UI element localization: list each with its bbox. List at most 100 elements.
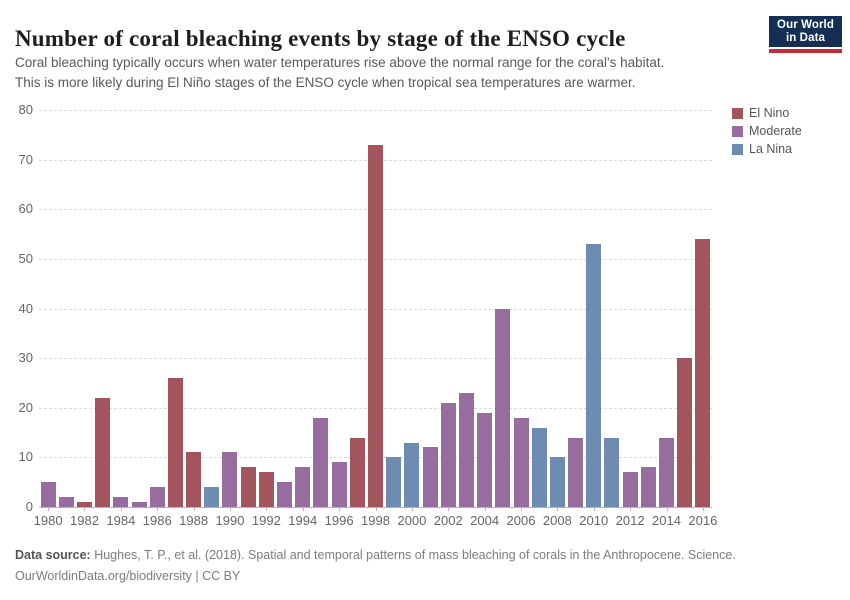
x-axis-tick-label-1988: 1988 <box>179 513 209 528</box>
bar-2015[interactable] <box>677 358 693 507</box>
x-axis-tick-label-1994: 1994 <box>288 513 318 528</box>
bar-1982[interactable] <box>76 502 92 507</box>
x-axis-tick-2010 <box>593 507 595 511</box>
bar-1998[interactable] <box>368 144 383 507</box>
gridline-y-80 <box>39 110 712 111</box>
bar-1996[interactable] <box>331 462 347 507</box>
x-axis-tick-1982 <box>84 507 86 511</box>
legend-swatch-moderate <box>732 125 743 137</box>
data-source-line: Data source: Hughes, T. P., et al. (2018… <box>15 548 736 562</box>
chart-footer: Data source: Hughes, T. P., et al. (2018… <box>15 545 825 587</box>
bar-2000[interactable] <box>404 442 420 507</box>
x-axis-tick-1998 <box>375 507 377 511</box>
owid-logo-line1: Our World <box>777 18 834 31</box>
bar-1981[interactable] <box>58 497 74 507</box>
bar-1993[interactable] <box>277 482 293 507</box>
x-axis-tick-label-2006: 2006 <box>506 513 536 528</box>
bar-2009[interactable] <box>568 437 584 507</box>
data-source-text: Hughes, T. P., et al. (2018). Spatial an… <box>90 548 736 562</box>
bar-2004[interactable] <box>477 412 493 507</box>
bar-2012[interactable] <box>622 472 638 507</box>
x-axis-tick-label-1992: 1992 <box>251 513 281 528</box>
y-axis-tick-label-30: 30 <box>18 350 33 366</box>
chart-subtitle: Coral bleaching typically occurs when wa… <box>15 53 664 92</box>
bar-2006[interactable] <box>513 417 529 507</box>
bar-1999[interactable] <box>386 457 402 507</box>
x-axis-tick-2000 <box>411 507 413 511</box>
x-axis-tick-label-1990: 1990 <box>215 513 245 528</box>
bar-2010[interactable] <box>586 244 602 507</box>
bar-2005[interactable] <box>495 308 511 507</box>
x-axis-tick-2008 <box>557 507 559 511</box>
x-axis-tick-2004 <box>484 507 486 511</box>
bar-1991[interactable] <box>240 467 256 507</box>
bar-2007[interactable] <box>531 427 547 507</box>
x-axis-tick-1990 <box>229 507 231 511</box>
bar-1987[interactable] <box>167 377 183 507</box>
bar-chart-plot-area: 0 10 20 30 40 50 60 70 80 1980 1982 1984 1986 1988 199… <box>19 102 718 528</box>
x-axis-tick-label-2016: 2016 <box>688 513 718 528</box>
x-axis-tick-1984 <box>120 507 122 511</box>
chart-subtitle-line2: This is more likely during El Niño stage… <box>15 74 636 90</box>
bar-1992[interactable] <box>258 472 274 507</box>
page-title: Number of coral bleaching events by stag… <box>15 26 626 52</box>
bar-2001[interactable] <box>422 447 438 507</box>
owid-logo: Our World in Data <box>769 16 842 53</box>
bar-1985[interactable] <box>131 502 147 507</box>
x-axis-tick-1992 <box>266 507 268 511</box>
bar-2016[interactable] <box>695 239 711 507</box>
x-axis-tick-1980 <box>48 507 50 511</box>
bar-1995[interactable] <box>313 417 329 507</box>
legend-swatch-el_nino <box>732 107 743 119</box>
x-axis-tick-label-2002: 2002 <box>433 513 463 528</box>
bar-1989[interactable] <box>204 487 220 507</box>
x-axis-tick-label-2014: 2014 <box>652 513 681 528</box>
legend-label-el_nino: El Nino <box>749 106 790 120</box>
legend-label-la_nina: La Nina <box>749 142 793 156</box>
bar-1986[interactable] <box>149 487 165 507</box>
x-axis-tick-2016 <box>702 507 704 511</box>
chart-subtitle-line1: Coral bleaching typically occurs when wa… <box>15 55 665 70</box>
bar-2002[interactable] <box>440 402 456 507</box>
y-axis-tick-label-50: 50 <box>18 250 33 266</box>
bar-2003[interactable] <box>458 392 474 507</box>
x-axis-tick-label-1996: 1996 <box>324 513 354 528</box>
legend-item-el_nino[interactable]: El Nino <box>732 104 802 122</box>
x-axis-tick-label-1984: 1984 <box>106 513 136 528</box>
bar-2014[interactable] <box>659 437 675 507</box>
x-axis-tick-2006 <box>521 507 522 511</box>
license-credit: OurWorldinData.org/biodiversity | CC BY <box>15 569 241 583</box>
x-axis-tick-label-1986: 1986 <box>142 513 172 528</box>
bar-2013[interactable] <box>640 467 656 507</box>
x-axis-tick-label-2004: 2004 <box>470 513 500 528</box>
bar-1983[interactable] <box>95 397 111 507</box>
owid-logo-box: Our World in Data <box>769 16 842 47</box>
bar-1988[interactable] <box>186 452 202 507</box>
x-axis-tick-1986 <box>157 507 159 511</box>
x-axis-tick-label-2008: 2008 <box>542 513 572 528</box>
x-axis-tick-1996 <box>339 507 341 511</box>
bar-1997[interactable] <box>349 437 365 507</box>
x-axis-tick-1988 <box>193 507 195 511</box>
y-axis-tick-label-0: 0 <box>25 499 33 514</box>
legend-item-la_nina[interactable]: La Nina <box>732 140 802 158</box>
y-axis-tick-label-20: 20 <box>18 399 33 415</box>
legend-item-moderate[interactable]: Moderate <box>732 122 802 140</box>
owid-logo-line2: in Data <box>785 31 826 44</box>
x-axis-tick-1994 <box>302 507 304 511</box>
bar-2008[interactable] <box>549 457 565 507</box>
x-axis-tick-label-2000: 2000 <box>397 513 427 528</box>
legend-label-moderate: Moderate <box>749 124 802 138</box>
bar-1990[interactable] <box>222 452 238 507</box>
bar-1980[interactable] <box>40 482 56 507</box>
bar-1984[interactable] <box>113 497 129 507</box>
bar-1994[interactable] <box>295 467 311 507</box>
x-axis-tick-label-2010: 2010 <box>579 513 609 528</box>
x-axis-tick-label-2012: 2012 <box>615 513 645 528</box>
x-axis-tick-label-1980: 1980 <box>33 513 63 528</box>
chart-legend: El Nino Moderate La Nina <box>732 104 802 158</box>
bar-2011[interactable] <box>604 437 620 507</box>
x-axis-tick-2012 <box>630 507 632 511</box>
y-axis-tick-label-10: 10 <box>18 449 33 465</box>
